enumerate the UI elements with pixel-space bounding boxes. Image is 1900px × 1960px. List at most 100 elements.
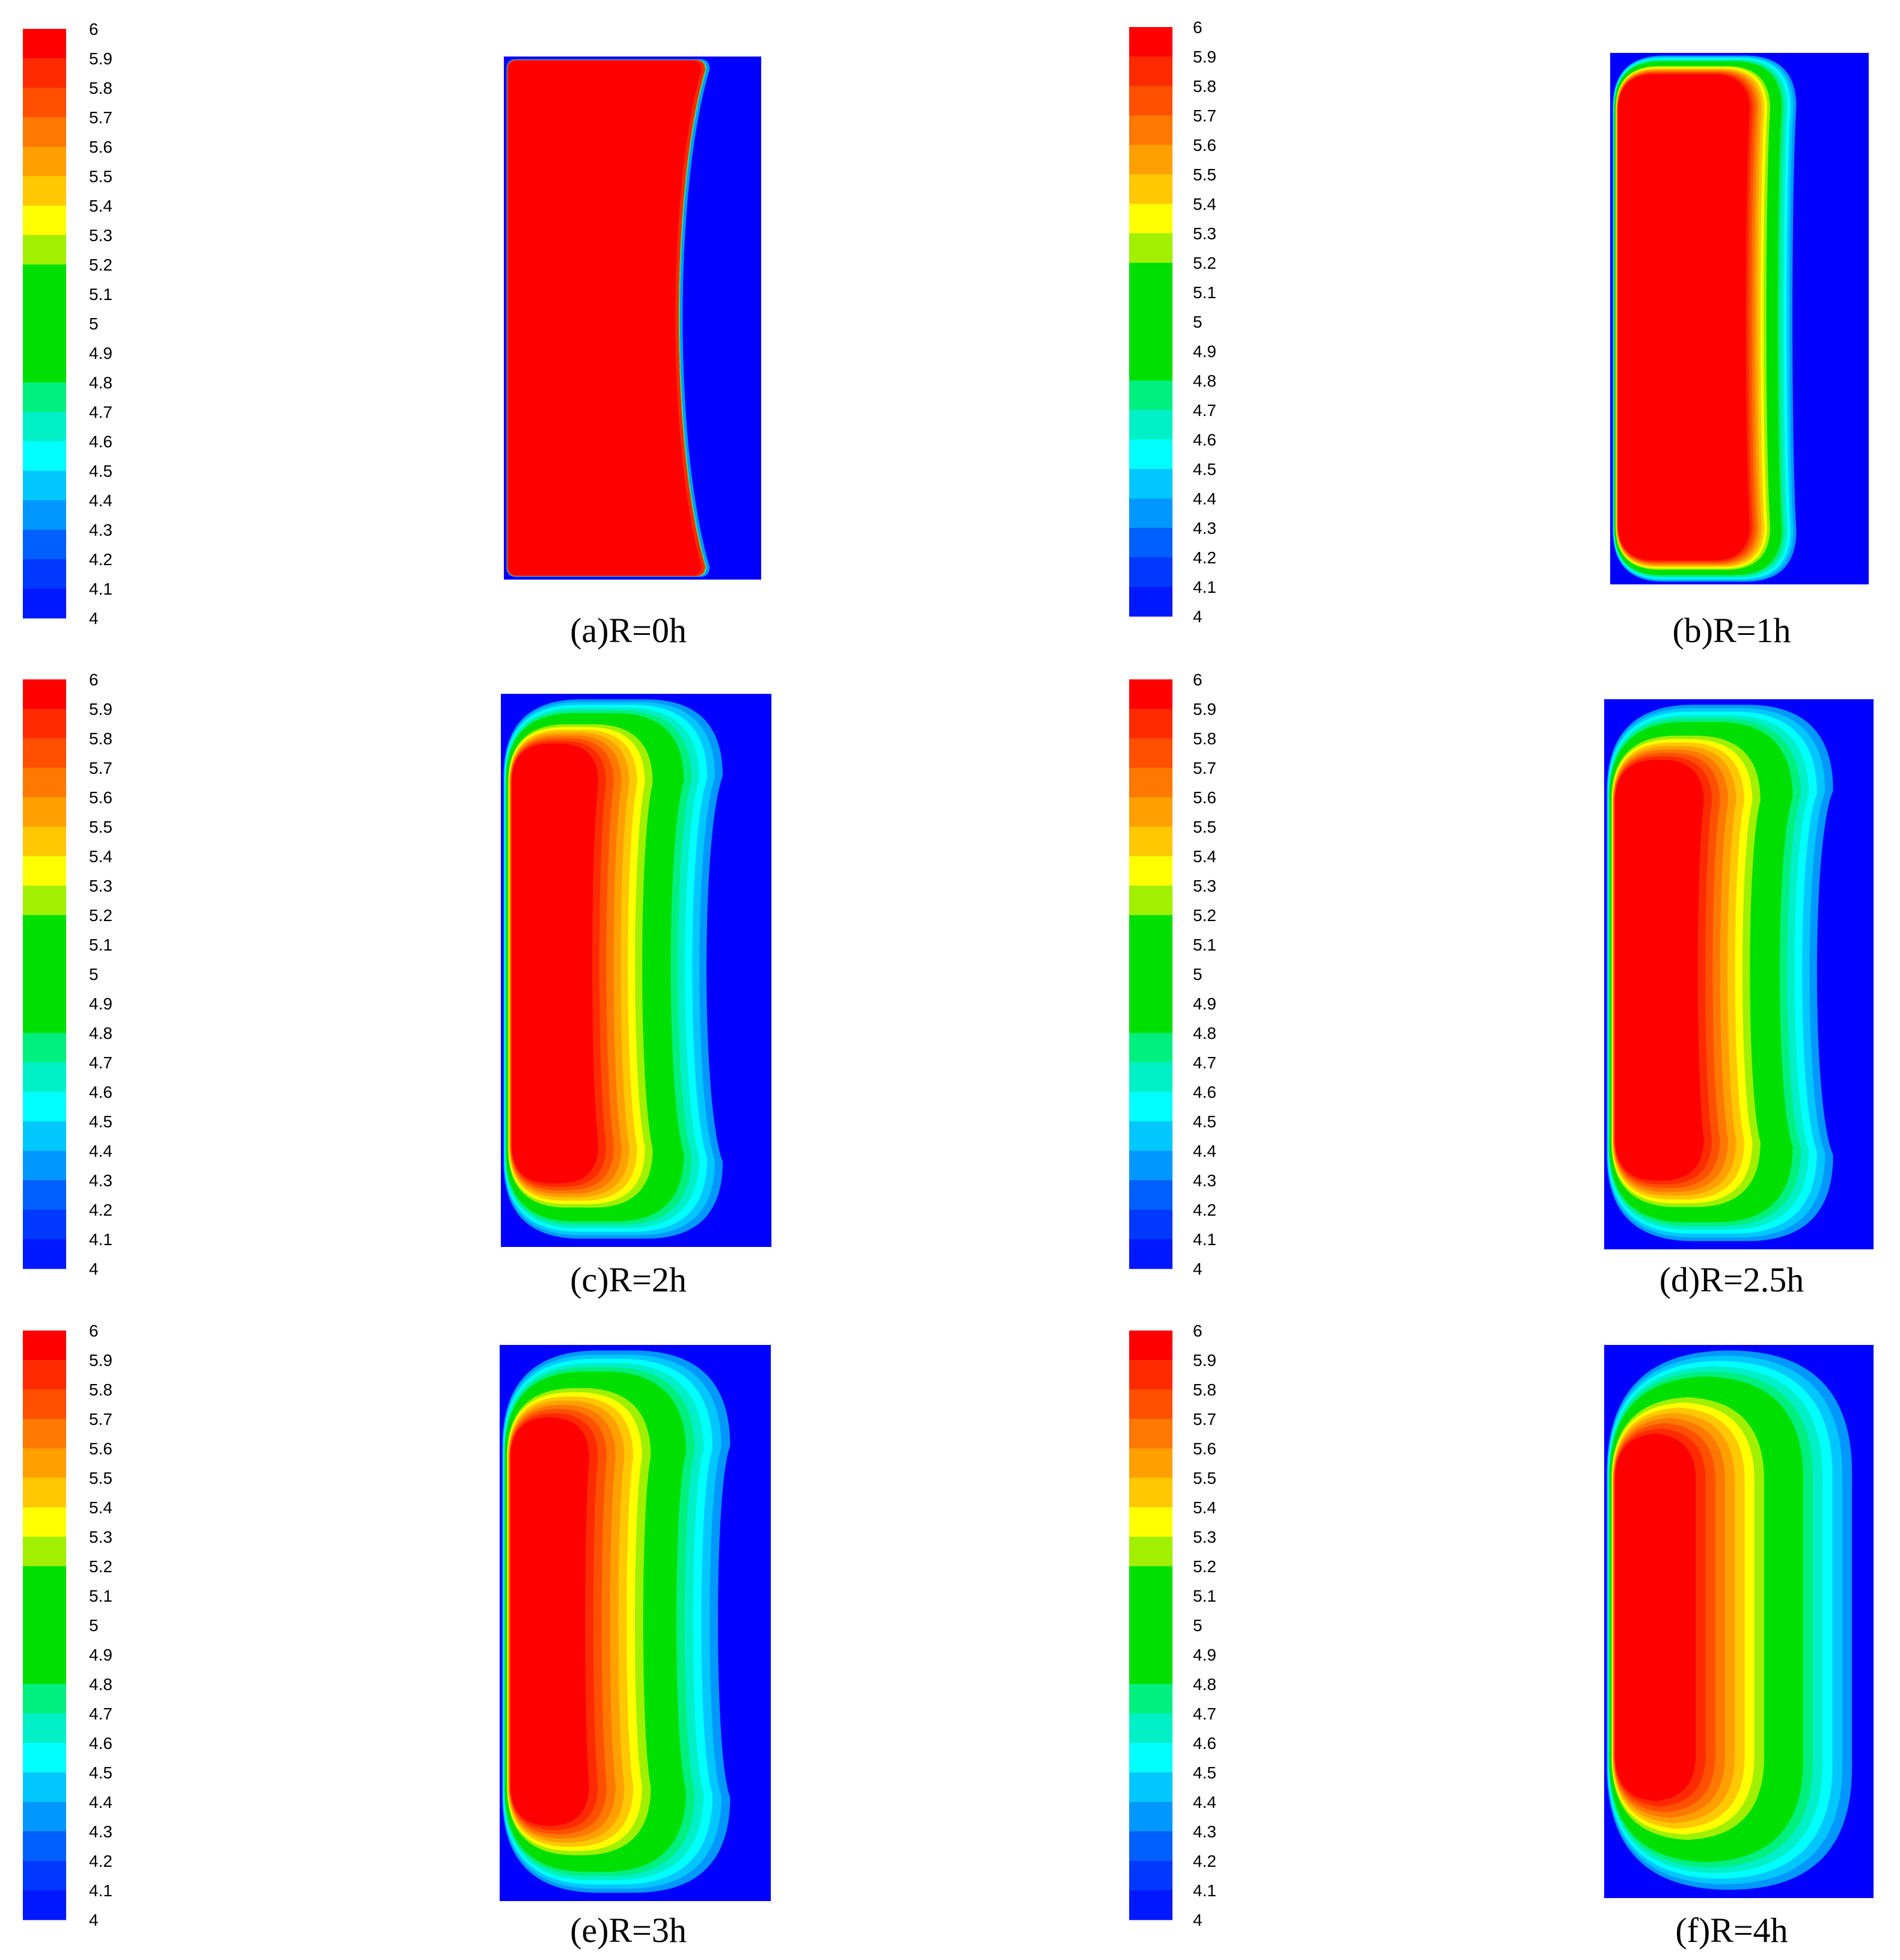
colorbar-segment [23, 679, 66, 709]
colorbar-tick-label: 4.9 [1193, 342, 1216, 361]
colorbar-segment [23, 1802, 66, 1832]
colorbar-tick-label: 5.8 [1193, 729, 1216, 748]
colorbar-segment [1129, 1802, 1172, 1832]
colorbar-tick-label: 5.3 [1193, 877, 1216, 895]
colorbar-segment [23, 1743, 66, 1773]
colorbar-segment [23, 471, 66, 501]
colorbar-tick-label: 4.1 [89, 1230, 112, 1249]
colorbar-tick-label: 4 [89, 1911, 99, 1929]
colorbar-tick-label: 4.8 [1193, 372, 1216, 390]
colorbar-segment [23, 1478, 66, 1508]
colorbar-tick-label: 5.3 [89, 1528, 112, 1546]
caption-d: (d)R=2.5h [1659, 1260, 1804, 1299]
contour-level [1614, 759, 1704, 1181]
colorbar-segment [23, 1655, 66, 1685]
colorbar-e: 6 5.9 5.8 5.7 5.6 5.5 5.4 5.3 5.2 5.1 5 4.9 4.8 4.7 4.… [23, 1321, 112, 1929]
colorbar-segment [1129, 145, 1172, 175]
contour-level [507, 60, 702, 576]
contour-plot-f [1604, 1345, 1874, 1898]
colorbar-segment [23, 1625, 66, 1655]
colorbar-tick-label: 5.8 [1193, 1380, 1216, 1399]
colorbar-segment [23, 1713, 66, 1744]
colorbar-tick-label: 6 [1193, 1321, 1203, 1340]
caption-e: (e)R=3h [570, 1911, 687, 1950]
colorbar-segment [1129, 1003, 1172, 1034]
colorbar-segment [23, 856, 66, 886]
colorbar-tick-label: 6 [1193, 670, 1203, 689]
colorbar-segment [23, 323, 66, 354]
colorbar-segment [23, 1092, 66, 1122]
colorbar-tick-label: 4.3 [1193, 1822, 1216, 1841]
colorbar-segment [1129, 1596, 1172, 1626]
contour-plot-a [504, 57, 761, 580]
colorbar-segment [23, 58, 66, 88]
contour-plot-e [500, 1345, 771, 1901]
colorbar-tick-label: 4.3 [89, 1171, 112, 1190]
colorbar-tick-label: 4.1 [89, 580, 112, 598]
colorbar-segment [23, 1062, 66, 1092]
colorbar-tick-label: 5.4 [89, 1498, 112, 1517]
colorbar-segment [23, 1772, 66, 1802]
colorbar-tick-label: 5.3 [1193, 1528, 1216, 1546]
colorbar-tick-label: 6 [1193, 18, 1203, 37]
colorbar-segment [1129, 1772, 1172, 1802]
colorbar-segment [1129, 1478, 1172, 1508]
colorbar-tick-label: 4.2 [1193, 548, 1216, 567]
colorbar-segment [1129, 974, 1172, 1004]
colorbar-segment [23, 1180, 66, 1210]
colorbar-segment [23, 1596, 66, 1626]
colorbar-segment [23, 768, 66, 798]
colorbar-tick-label: 4.4 [1193, 1142, 1216, 1160]
colorbar-tick-label: 4.7 [1193, 1704, 1216, 1723]
colorbar-tick-label: 5.9 [1193, 47, 1216, 66]
colorbar-segment [1129, 469, 1172, 499]
colorbar-tick-label: 4.5 [89, 462, 112, 480]
colorbar-segment [23, 441, 66, 471]
colorbar-tick-label: 5 [1193, 965, 1203, 984]
colorbar-segment [1129, 1033, 1172, 1063]
colorbar-tick-label: 4.6 [89, 1083, 112, 1101]
colorbar-tick-label: 4.5 [89, 1112, 112, 1131]
colorbar-tick-label: 5.4 [89, 847, 112, 866]
colorbar-tick-label: 4.9 [89, 344, 112, 363]
colorbar-tick-label: 6 [89, 20, 99, 38]
colorbar-segment [23, 559, 66, 589]
colorbar-c: 6 5.9 5.8 5.7 5.6 5.5 5.4 5.3 5.2 5.1 5 4.9 4.8 4.7 4.… [23, 670, 112, 1278]
colorbar-segment [1129, 679, 1172, 709]
colorbar-tick-label: 5.7 [1193, 759, 1216, 777]
colorbar-segment [1129, 528, 1172, 558]
colorbar-segment [23, 1890, 66, 1920]
colorbar-tick-label: 5.1 [89, 285, 112, 304]
colorbar-segment [1129, 1239, 1172, 1269]
colorbar-segment [1129, 587, 1172, 617]
colorbar-tick-label: 4.5 [1193, 1763, 1216, 1782]
colorbar-segment [23, 1537, 66, 1567]
colorbar-segment [1129, 233, 1172, 263]
colorbar-tick-label: 4 [89, 1260, 99, 1278]
colorbar-segment [1129, 1092, 1172, 1122]
colorbar-segment [23, 117, 66, 147]
colorbar-tick-label: 5.1 [1193, 936, 1216, 954]
caption-c: (c)R=2h [570, 1260, 687, 1299]
colorbar-tick-label: 5.2 [1193, 254, 1216, 272]
colorbar-tick-label: 5.3 [1193, 224, 1216, 243]
colorbar-segment [1129, 115, 1172, 145]
colorbar-segment [23, 1360, 66, 1390]
colorbar-b: 6 5.9 5.8 5.7 5.6 5.5 5.4 5.3 5.2 5.1 5 4.9 4.8 4.7 4.… [1129, 18, 1216, 626]
colorbar-tick-label: 4.8 [89, 1024, 112, 1043]
colorbar-segment [23, 1210, 66, 1240]
colorbar-tick-label: 4 [89, 609, 99, 628]
colorbar-tick-label: 4.9 [89, 994, 112, 1013]
colorbar-segment [1129, 351, 1172, 381]
colorbar-tick-label: 5.4 [89, 197, 112, 215]
colorbar-segment [23, 1861, 66, 1891]
colorbar-tick-label: 4.3 [89, 521, 112, 539]
colorbar-tick-label: 5.1 [1193, 283, 1216, 302]
colorbar-tick-label: 5.1 [1193, 1587, 1216, 1605]
colorbar-tick-label: 4.6 [1193, 430, 1216, 449]
colorbar-tick-label: 4.8 [1193, 1024, 1216, 1043]
colorbar-tick-label: 5.1 [89, 1587, 112, 1605]
colorbar-segment [1129, 1625, 1172, 1655]
colorbar-segment [1129, 1062, 1172, 1092]
colorbar-segment [1129, 322, 1172, 352]
